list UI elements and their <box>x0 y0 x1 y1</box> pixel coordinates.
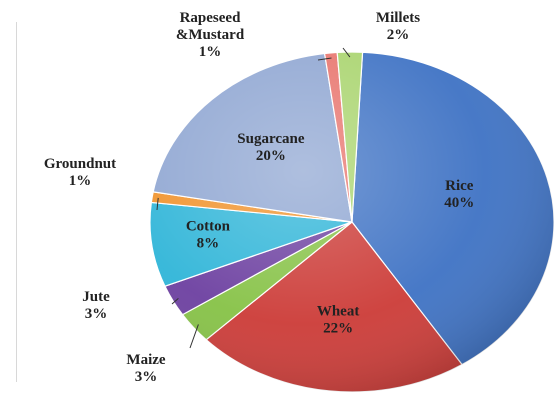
chart-frame-line <box>16 22 17 382</box>
slice-label-wheat: Wheat 22% <box>317 303 360 336</box>
slice-label-cotton: Cotton 8% <box>186 219 231 252</box>
slice-label-rice: Rice 40% <box>444 178 474 211</box>
slice-label-groundnut: Groundnut 1% <box>44 156 116 189</box>
slice-label-rapeseed-mustard: Rapeseed &Mustard 1% <box>176 10 245 60</box>
leader-line-rapeseed-mustard <box>317 57 332 61</box>
leader-line-jute <box>171 298 179 305</box>
leader-line-groundnut <box>156 197 159 211</box>
slice-label-sugarcane: Sugarcane 20% <box>237 131 305 164</box>
leader-line-millets <box>342 47 351 58</box>
slice-label-maize: Maize 3% <box>126 352 165 385</box>
leader-line-maize <box>189 324 199 349</box>
slice-label-millets: Millets 2% <box>376 10 420 43</box>
slice-label-jute: Jute 3% <box>82 289 110 322</box>
